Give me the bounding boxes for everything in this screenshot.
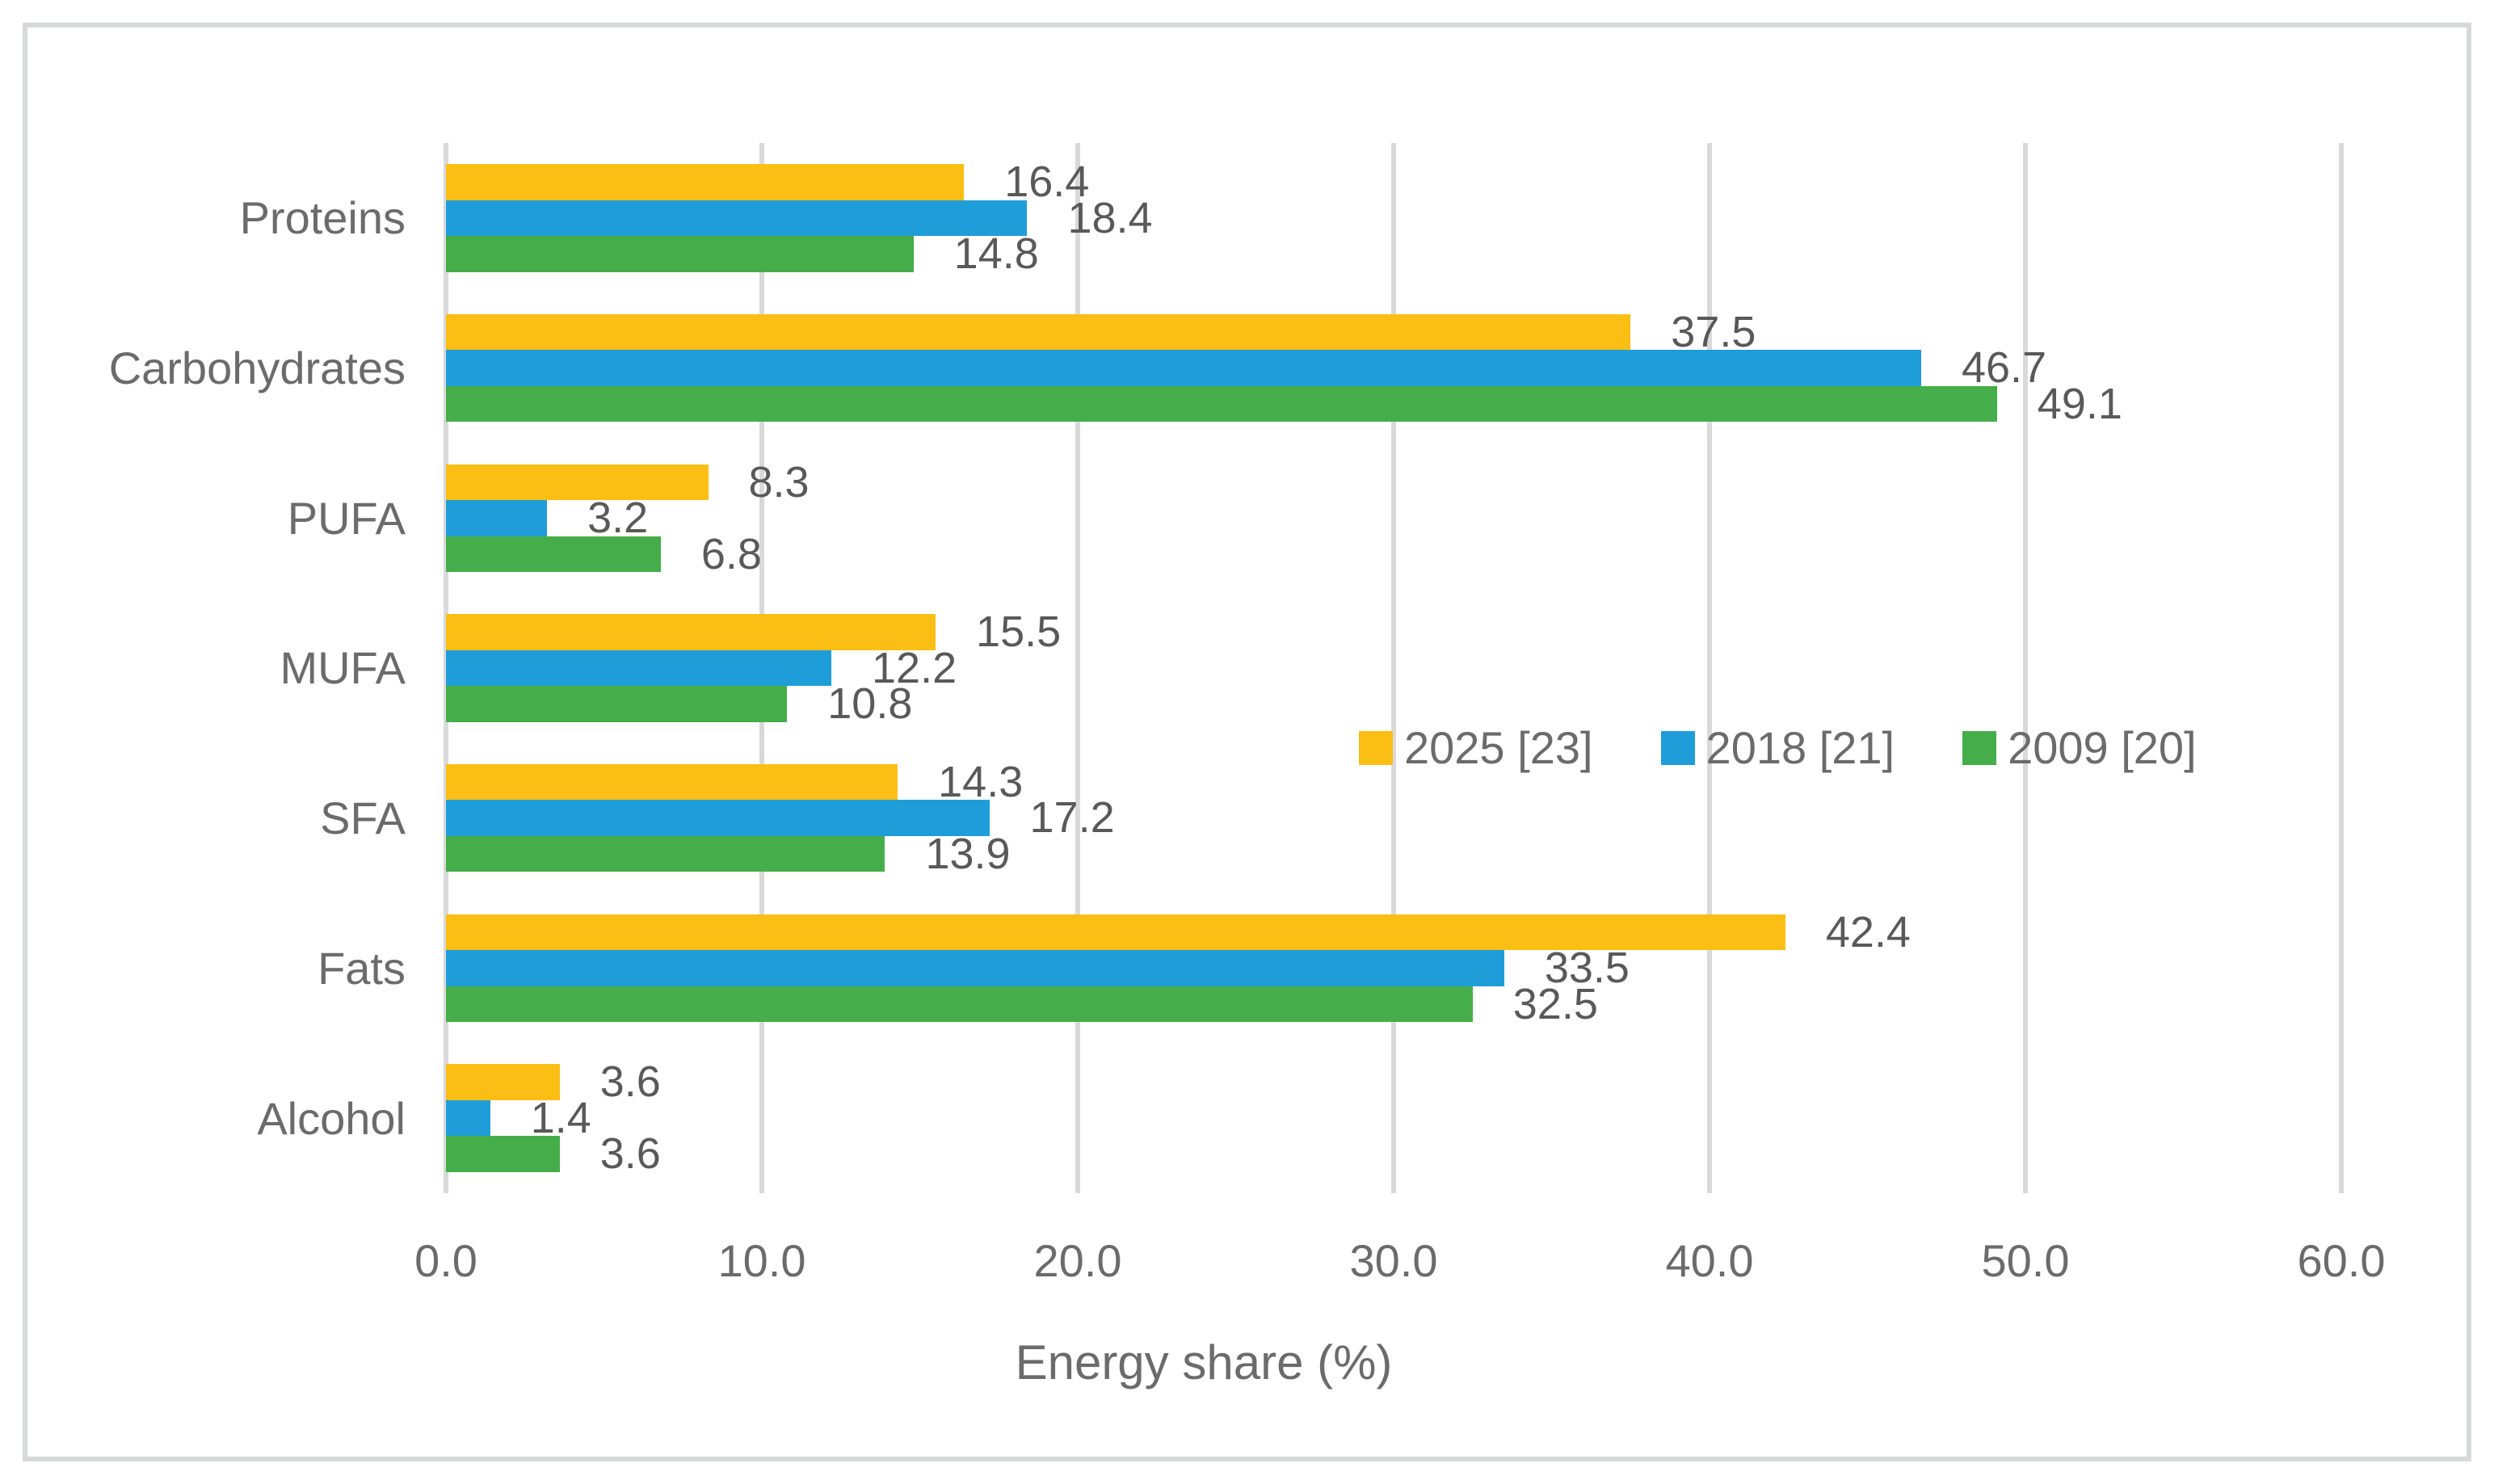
bar-value-label: 13.9 [925, 829, 1011, 878]
bar-value-label: 49.1 [2037, 379, 2122, 428]
bar-value-label: 14.8 [953, 229, 1039, 279]
category-label: MUFA [280, 642, 406, 694]
category-axis: Proteins Carbohydrates PUFA MUFA SFA Fats Alco… [40, 143, 406, 1193]
bar-value-label: 1.4 [530, 1093, 591, 1142]
category-label: Alcohol [257, 1092, 406, 1144]
x-axis-title: Energy share (%) [1015, 1335, 1393, 1389]
legend-swatch-icon [1660, 730, 1695, 765]
bar-value-label: 16.4 [1004, 158, 1090, 207]
bar-value-label: 18.4 [1067, 193, 1153, 242]
bar-value-label: 33.5 [1544, 944, 1630, 993]
bar-value-label: 12.2 [872, 643, 957, 692]
bar-value-label: 6.8 [700, 529, 762, 578]
legend-swatch-icon [1962, 730, 1997, 765]
category-label: PUFA [287, 492, 406, 544]
legend-swatch-icon [1359, 730, 1393, 765]
bar [446, 763, 898, 801]
bar [446, 200, 1028, 237]
bar [446, 686, 788, 722]
legend-item: 2025 [23] [1359, 721, 1593, 774]
bar [446, 350, 1921, 386]
legend-item: 2018 [21] [1660, 721, 1895, 774]
bar [446, 650, 832, 687]
bar-value-label: 14.3 [938, 757, 1024, 806]
bar [446, 835, 885, 872]
bar-value-label: 3.6 [599, 1057, 661, 1107]
gridline [2023, 143, 2028, 1193]
bar [446, 614, 936, 650]
bar-value-label: 37.5 [1671, 307, 1756, 356]
bar [446, 164, 965, 200]
bar-value-label: 15.5 [976, 607, 1062, 657]
legend-label: 2009 [20] [2008, 722, 2197, 773]
x-tick-label: 60.0 [2297, 1235, 2386, 1286]
bar-value-label: 3.6 [599, 1129, 661, 1179]
bar-value-label: 17.2 [1029, 793, 1115, 843]
gridline [1391, 143, 1396, 1193]
category-label: Carbohydrates [108, 343, 406, 394]
legend-item: 2009 [20] [1962, 721, 2197, 774]
category-label: SFA [320, 792, 406, 844]
bar-value-label: 42.4 [1825, 907, 1911, 956]
x-tick-label: 0.0 [414, 1235, 477, 1286]
bar [446, 313, 1631, 351]
bar-value-label: 3.2 [587, 494, 649, 543]
x-tick-label: 40.0 [1665, 1235, 1754, 1286]
legend: 2025 [23] 2018 [21] 2009 [20] [1359, 721, 2197, 774]
bar [446, 1136, 560, 1172]
chart-border [23, 23, 2471, 1461]
category-label: Proteins [239, 192, 406, 244]
bar [446, 385, 1997, 422]
bar-value-label: 32.5 [1512, 979, 1598, 1028]
x-tick-label: 20.0 [1033, 1235, 1122, 1286]
plot-area: 16.4 18.4 14.8 37.5 46.7 49.1 8.3 3.2 6.8 15.5 12.… [444, 143, 2344, 1193]
bar-value-label: 46.7 [1961, 343, 2047, 393]
bar-value-label: 8.3 [748, 457, 810, 507]
bar [446, 236, 914, 272]
bar [446, 1064, 560, 1100]
x-tick-label: 10.0 [717, 1235, 806, 1286]
bar [446, 986, 1473, 1023]
bar [446, 950, 1504, 986]
gridline [2339, 143, 2344, 1193]
bar [446, 536, 661, 573]
bar [446, 800, 990, 836]
bar [446, 1099, 490, 1137]
bar [446, 500, 548, 536]
bar [446, 464, 709, 501]
bar [446, 914, 1785, 951]
category-label: Fats [318, 942, 406, 994]
gridline [1707, 143, 1712, 1193]
gridline [1075, 143, 1080, 1193]
legend-label: 2025 [23] [1404, 722, 1593, 773]
legend-label: 2018 [21] [1705, 722, 1895, 773]
x-tick-label: 50.0 [1981, 1235, 2070, 1286]
x-tick-label: 30.0 [1349, 1235, 1438, 1286]
x-axis-ticks: 0.0 10.0 20.0 30.0 40.0 50.0 60.0 [414, 1234, 2385, 1291]
bar-value-label: 10.8 [827, 679, 913, 729]
